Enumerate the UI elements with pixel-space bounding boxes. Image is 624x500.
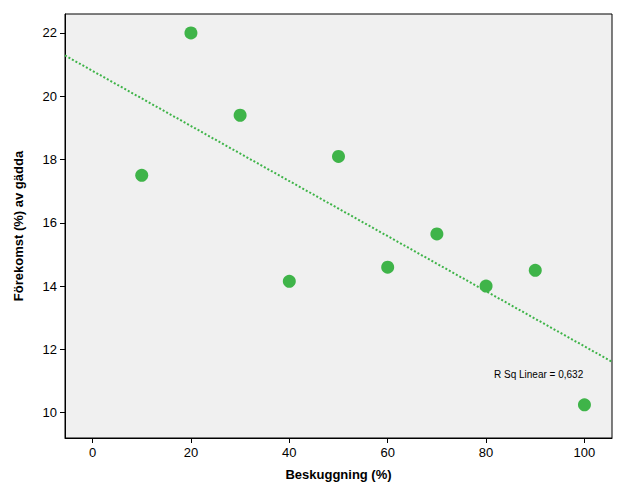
svg-text:20: 20 xyxy=(184,445,198,460)
svg-text:0: 0 xyxy=(89,445,96,460)
svg-text:22: 22 xyxy=(43,25,57,40)
svg-text:18: 18 xyxy=(43,152,57,167)
svg-text:Beskuggning (%): Beskuggning (%) xyxy=(285,467,391,482)
svg-text:16: 16 xyxy=(43,215,57,230)
svg-text:40: 40 xyxy=(282,445,296,460)
svg-text:R Sq Linear = 0,632: R Sq Linear = 0,632 xyxy=(494,369,584,380)
svg-text:12: 12 xyxy=(43,342,57,357)
svg-text:100: 100 xyxy=(574,445,596,460)
svg-text:20: 20 xyxy=(43,89,57,104)
svg-text:60: 60 xyxy=(380,445,394,460)
svg-text:Förekomst (%) av gädda: Förekomst (%) av gädda xyxy=(11,150,26,301)
svg-text:10: 10 xyxy=(43,405,57,420)
svg-text:80: 80 xyxy=(479,445,493,460)
svg-text:14: 14 xyxy=(43,279,57,294)
